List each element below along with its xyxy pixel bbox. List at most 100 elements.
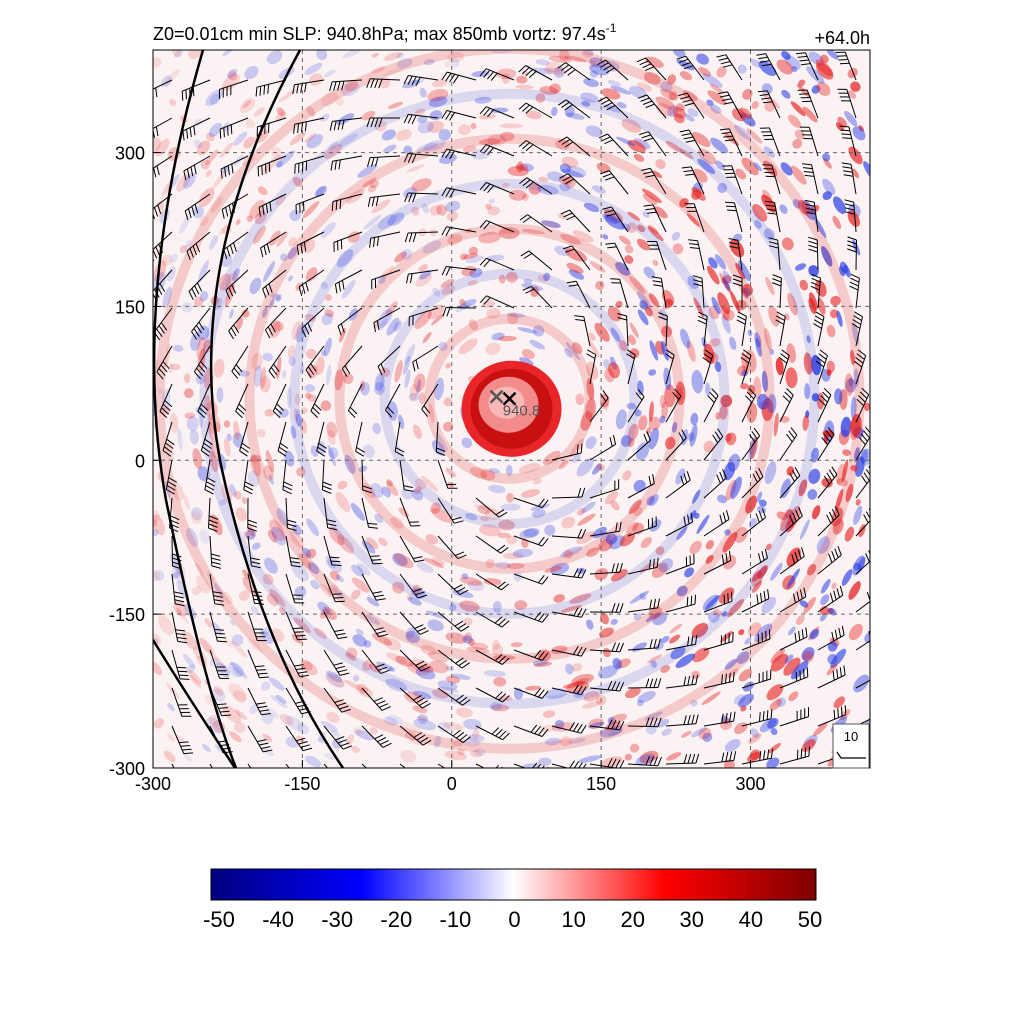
wind-barb (558, 99, 591, 119)
barb-feather (295, 634, 306, 637)
barb-feather (417, 772, 425, 777)
vorticity-blob (790, 660, 809, 680)
colorbar-tick-label: 50 (798, 907, 822, 932)
wind-barb (479, 295, 515, 309)
barb-feather (849, 285, 859, 291)
barb-feather (575, 319, 585, 322)
barb-feather (487, 185, 495, 194)
barb-feather (695, 674, 699, 685)
barb-feather (723, 135, 733, 138)
vorticity-blob (305, 548, 317, 559)
vorticity-blob (242, 577, 258, 596)
vorticity-blob (351, 746, 360, 753)
wind-barb (855, 670, 870, 689)
vorticity-blob (329, 570, 340, 581)
barb-feather (262, 288, 267, 298)
barb-feather (853, 360, 863, 368)
barb-feather (577, 568, 583, 578)
barb-feather (195, 325, 203, 334)
barb-feather (407, 153, 413, 163)
barb-feather (674, 388, 682, 397)
wind-barb (779, 627, 808, 651)
barb-feather (335, 665, 346, 670)
barb-feather (407, 114, 413, 124)
barb-shaft (361, 611, 380, 638)
vorticity-blob (420, 644, 437, 656)
wind-barb (574, 315, 591, 347)
barb-shaft (153, 307, 173, 333)
vorticity-blob (190, 332, 201, 352)
barb-feather (445, 188, 452, 198)
vorticity-blob (419, 87, 427, 98)
vorticity-blob (531, 509, 546, 518)
wind-barb (247, 611, 267, 642)
wind-barb (513, 762, 549, 768)
barb-feather (169, 519, 180, 525)
vorticity-blob (837, 116, 848, 128)
wind-barb (475, 497, 508, 518)
vorticity-blob (808, 51, 824, 66)
barb-feather (189, 88, 191, 98)
barb-shaft (817, 514, 840, 537)
barb-shaft (437, 687, 463, 706)
wind-barb (627, 638, 661, 651)
barb-feather (215, 632, 225, 635)
barb-shaft (779, 555, 805, 575)
barb-feather (683, 715, 687, 725)
barb-feather (685, 173, 695, 176)
vorticity-blob (521, 228, 545, 235)
barb-feather (523, 253, 533, 259)
barb-shaft (437, 649, 463, 669)
vorticity-blob (463, 252, 479, 260)
wind-barb (188, 269, 211, 301)
vorticity-blob (181, 301, 193, 313)
barb-feather (176, 633, 186, 636)
barb-feather (304, 121, 307, 132)
vorticity-blob (850, 465, 858, 472)
wind-barb (551, 568, 587, 579)
vorticity-blob (226, 68, 238, 79)
vorticity-blob (610, 569, 628, 582)
vorticity-blob (515, 163, 529, 171)
wind-barb (679, 129, 705, 157)
vorticity-blob (691, 131, 711, 148)
barb-feather (214, 603, 225, 606)
vorticity-blob (228, 309, 234, 319)
barb-feather (525, 144, 534, 152)
wind-barb (513, 649, 549, 661)
barb-feather (270, 323, 276, 333)
barb-feather (615, 642, 620, 652)
barb-feather (843, 174, 854, 177)
barb-feather (860, 433, 868, 442)
vorticity-blob (387, 714, 404, 725)
barb-feather (573, 568, 579, 578)
vorticity-blob (226, 433, 232, 442)
barb-feather (875, 707, 876, 716)
barb-feather (532, 762, 538, 768)
vorticity-blob (221, 591, 233, 605)
wind-barb (647, 241, 667, 271)
barb-feather (273, 363, 280, 373)
barb-shaft (295, 155, 325, 165)
barb-feather (368, 526, 379, 529)
barb-feather (208, 519, 218, 524)
vorticity-blob (295, 323, 307, 343)
barb-feather (455, 731, 465, 739)
vorticity-blob (766, 757, 780, 768)
barb-shaft (221, 193, 249, 210)
vorticity-blob (221, 254, 233, 268)
barb-feather (778, 356, 788, 364)
vorticity-blob (523, 527, 540, 538)
wind-barb (475, 687, 510, 703)
barb-feather (649, 639, 653, 649)
barb-feather (263, 85, 266, 95)
vorticity-blob (529, 339, 545, 350)
vorticity-blob (261, 711, 274, 725)
barb-shaft (256, 79, 287, 88)
barb-shaft (525, 65, 553, 81)
vorticity-blob (551, 106, 558, 116)
barb-shaft (231, 345, 249, 372)
barb-feather (412, 193, 417, 203)
barb-feather (564, 66, 573, 74)
barb-feather (796, 591, 800, 601)
